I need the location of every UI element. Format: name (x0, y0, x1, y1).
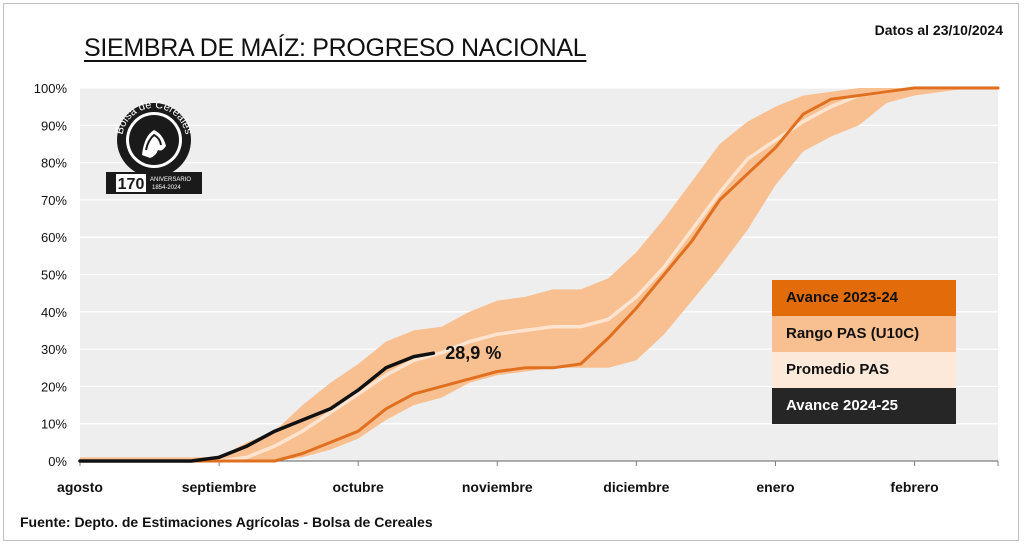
legend-item: Promedio PAS (772, 352, 956, 388)
y-tick-label: 30% (41, 342, 67, 357)
x-tick-label: noviembre (462, 479, 533, 495)
y-tick-label: 80% (41, 156, 67, 171)
x-tick-label: febrero (890, 479, 938, 495)
source-note: Fuente: Depto. de Estimaciones Agrícolas… (20, 514, 433, 530)
data-date: Datos al 23/10/2024 (874, 22, 1003, 38)
y-tick-label: 40% (41, 305, 67, 320)
annotation-current-value: 28,9 % (445, 343, 501, 363)
y-tick-label: 50% (41, 268, 67, 283)
x-tick-label: diciembre (603, 479, 669, 495)
y-tick-label: 90% (41, 118, 67, 133)
x-tick-label: agosto (57, 479, 103, 495)
y-tick-label: 70% (41, 193, 67, 208)
y-tick-label: 10% (41, 417, 67, 432)
x-tick-label: enero (756, 479, 794, 495)
svg-text:1854-2024: 1854-2024 (152, 185, 181, 191)
series-avance-2023-24-line (78, 86, 1000, 463)
bolsa-de-cereales-logo: Bolsa de Cereales 170 ANIVERSARIO 1854-2… (106, 99, 202, 196)
x-tick-label: septiembre (182, 479, 257, 495)
series-rango-pas-band (80, 88, 998, 461)
legend-item: Avance 2024-25 (772, 388, 956, 424)
svg-text:ANIVERSARIO: ANIVERSARIO (150, 177, 191, 183)
legend-item: Avance 2023-24 (772, 280, 956, 316)
y-tick-label: 0% (48, 454, 67, 469)
y-tick-label: 100% (34, 81, 68, 96)
y-tick-label: 60% (41, 230, 67, 245)
legend-item: Rango PAS (U10C) (772, 316, 956, 352)
chart-title: SIEMBRA DE MAÍZ: PROGRESO NACIONAL (84, 34, 587, 62)
x-tick-label: octubre (333, 479, 385, 495)
series-avance-2024-25-line (78, 351, 436, 463)
y-tick-label: 20% (41, 379, 67, 394)
svg-text:170: 170 (118, 176, 145, 193)
